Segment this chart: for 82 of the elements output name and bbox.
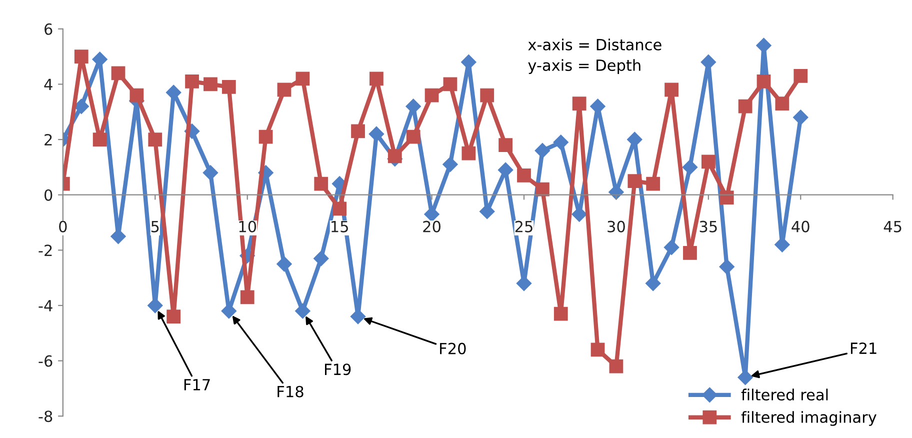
point [609,359,624,374]
annotation: F18 [278,386,304,398]
annotation: F20 [440,342,466,354]
x-tick-label: 35 [700,220,717,232]
x-tick-label: 15 [332,221,348,232]
point [719,259,734,274]
point [351,124,365,138]
point [756,74,771,88]
point [774,237,790,252]
point [664,82,678,97]
point [314,250,329,266]
point [370,72,384,86]
point [572,96,586,111]
point [111,66,126,80]
y-tick-label: -2 [38,244,52,256]
point [74,98,89,114]
point [701,154,716,169]
x-tick-label: 20 [423,220,440,232]
point [793,110,808,125]
legend-label: filtered real [741,388,828,400]
annotation: F21 [850,342,876,354]
point [240,290,254,304]
point [295,303,310,319]
point [534,143,550,158]
point [277,82,292,97]
point [794,68,808,83]
point [148,132,162,146]
point [535,182,550,196]
annotation: F17 [184,379,210,390]
point [276,256,292,272]
point [166,310,181,324]
point [204,77,218,92]
point [498,138,512,152]
point [92,52,108,67]
point [738,370,753,385]
y-tick-label: -8 [38,410,52,422]
y-tick-label: -4 [38,300,52,312]
x-tick-label: 30 [608,220,625,232]
point [406,130,420,144]
point [202,165,218,180]
y-tick-label: 4 [44,78,52,90]
point [314,176,328,191]
point [646,176,660,191]
point [130,88,144,102]
point [442,156,458,172]
point [424,88,439,102]
annotation: x-axis = Distance y-axis = Depth [528,38,662,74]
point [720,190,734,205]
y-tick-label: 2 [44,134,52,146]
point [296,72,310,86]
point [332,202,347,216]
legend-label: filtered imaginary [741,411,876,426]
x-tick-label: 5 [151,221,159,232]
point [682,160,698,175]
point [222,80,236,94]
point [388,149,402,164]
point [775,96,790,111]
point [258,130,273,144]
point [443,77,458,92]
x-tick-label: 10 [239,220,256,232]
point [683,246,697,260]
point [517,168,531,182]
x-tick-label: 45 [884,221,902,232]
y-tick-label: 0 [44,189,52,201]
point [664,240,680,255]
x-tick-label: 0 [59,220,67,232]
point [738,99,752,114]
point [92,132,107,146]
point [480,88,494,102]
x-tick-label: 25 [515,220,532,232]
point [368,126,384,142]
point [553,134,568,150]
point [554,306,568,321]
y-tick-label: -6 [38,355,52,367]
x-tick-label: 40 [792,220,810,232]
point [590,342,605,357]
point [462,146,476,160]
point [74,50,88,64]
point [185,74,199,88]
y-tick-label: 6 [44,23,52,35]
annotation: F19 [325,364,351,376]
point [628,174,642,188]
